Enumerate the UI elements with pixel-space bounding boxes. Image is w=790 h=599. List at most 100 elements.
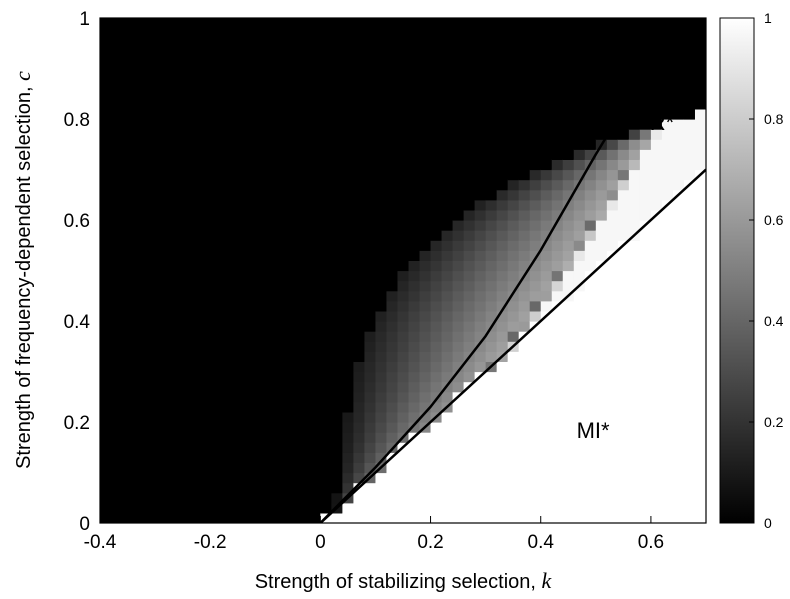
heatmap-cell bbox=[232, 381, 244, 393]
heatmap-cell bbox=[177, 422, 189, 433]
heatmap-cell bbox=[496, 38, 509, 49]
heatmap-cell bbox=[353, 98, 366, 110]
heatmap-cell bbox=[364, 78, 377, 90]
heatmap-cell bbox=[331, 371, 343, 383]
heatmap-cell bbox=[243, 401, 255, 413]
heatmap-cell bbox=[496, 361, 509, 373]
heatmap-cell bbox=[430, 78, 443, 90]
heatmap-cell bbox=[628, 129, 641, 140]
heatmap-cell bbox=[441, 512, 454, 523]
heatmap-cell bbox=[408, 48, 421, 59]
heatmap-cell bbox=[694, 179, 706, 191]
heatmap-cell bbox=[353, 58, 366, 70]
heatmap-cell bbox=[617, 58, 630, 70]
heatmap-cell bbox=[606, 159, 619, 171]
heatmap-cell bbox=[606, 169, 619, 181]
heatmap-cell bbox=[100, 300, 112, 312]
heatmap-cell bbox=[199, 280, 211, 292]
heatmap-cell bbox=[177, 280, 189, 292]
heatmap-cell bbox=[452, 159, 465, 171]
heatmap-cell bbox=[430, 290, 443, 302]
heatmap-cell bbox=[540, 18, 553, 29]
heatmap-cell bbox=[562, 179, 575, 191]
heatmap-cell bbox=[496, 462, 509, 474]
heatmap-cell bbox=[617, 129, 630, 140]
heatmap-cell bbox=[562, 38, 575, 49]
heatmap-cell bbox=[694, 492, 706, 504]
heatmap-cell bbox=[485, 280, 498, 292]
y-tick-label: 0 bbox=[79, 514, 90, 535]
heatmap-cell bbox=[232, 452, 244, 463]
heatmap-cell bbox=[276, 240, 288, 251]
heatmap-cell bbox=[386, 169, 399, 181]
heatmap-cell bbox=[474, 149, 487, 160]
heatmap-cell bbox=[221, 220, 233, 231]
heatmap-cell bbox=[265, 58, 277, 70]
heatmap-cell bbox=[166, 98, 178, 110]
heatmap-cell bbox=[265, 472, 277, 484]
heatmap-cell bbox=[342, 331, 355, 342]
heatmap-cell bbox=[342, 149, 355, 160]
heatmap-cell bbox=[661, 68, 674, 80]
heatmap-cell bbox=[683, 119, 696, 130]
heatmap-cell bbox=[276, 331, 288, 342]
heatmap-cell bbox=[166, 452, 178, 463]
heatmap-cell bbox=[408, 401, 421, 413]
heatmap-cell bbox=[243, 432, 255, 443]
heatmap-cell bbox=[342, 58, 355, 70]
heatmap-cell bbox=[661, 209, 674, 221]
heatmap-cell bbox=[177, 492, 189, 504]
heatmap-cell bbox=[584, 240, 597, 251]
heatmap-cell bbox=[276, 502, 288, 514]
heatmap-cell bbox=[408, 422, 421, 433]
heatmap-cell bbox=[595, 512, 608, 523]
heatmap-cell bbox=[320, 310, 332, 322]
heatmap-cell bbox=[122, 98, 134, 110]
heatmap-cell bbox=[397, 189, 410, 201]
heatmap-cell bbox=[221, 472, 233, 484]
heatmap-cell bbox=[254, 189, 266, 201]
heatmap-cell bbox=[628, 179, 641, 191]
heatmap-cell bbox=[595, 432, 608, 443]
heatmap-cell bbox=[122, 58, 134, 70]
heatmap-cell bbox=[672, 300, 685, 312]
heatmap-cell bbox=[551, 250, 564, 261]
heatmap-cell bbox=[188, 512, 200, 523]
heatmap-cell bbox=[177, 98, 189, 110]
heatmap-cell bbox=[584, 108, 597, 120]
heatmap-cell bbox=[507, 462, 520, 474]
heatmap-cell bbox=[518, 78, 531, 90]
heatmap-cell bbox=[617, 432, 630, 443]
heatmap-cell bbox=[166, 18, 178, 29]
heatmap-cell bbox=[155, 351, 167, 362]
x-tick-label: 0.6 bbox=[638, 532, 664, 553]
heatmap-cell bbox=[540, 159, 553, 171]
heatmap-cell bbox=[650, 280, 663, 292]
heatmap-cell bbox=[606, 18, 619, 29]
heatmap-cell bbox=[595, 48, 608, 59]
heatmap-cell bbox=[375, 300, 388, 312]
heatmap-cell bbox=[584, 169, 597, 181]
heatmap-cell bbox=[232, 462, 244, 474]
heatmap-cell bbox=[408, 88, 421, 100]
heatmap-cell bbox=[419, 260, 432, 272]
heatmap-cell bbox=[430, 68, 443, 80]
heatmap-cell bbox=[276, 512, 288, 523]
heatmap-cell bbox=[463, 391, 476, 403]
heatmap-cell bbox=[210, 462, 222, 474]
heatmap-cell bbox=[100, 98, 112, 110]
heatmap-cell bbox=[342, 482, 355, 494]
heatmap-cell bbox=[342, 391, 355, 403]
heatmap-cell bbox=[199, 391, 211, 403]
heatmap-cell bbox=[628, 98, 641, 110]
heatmap-cell bbox=[210, 381, 222, 393]
heatmap-cell bbox=[397, 270, 410, 282]
heatmap-cell bbox=[551, 492, 564, 504]
heatmap-cell bbox=[452, 512, 465, 523]
heatmap-cell bbox=[408, 18, 421, 29]
heatmap-cell bbox=[584, 422, 597, 433]
heatmap-cell bbox=[353, 321, 366, 332]
heatmap-cell bbox=[320, 58, 332, 70]
heatmap-cell bbox=[166, 290, 178, 302]
heatmap-cell bbox=[639, 442, 652, 453]
